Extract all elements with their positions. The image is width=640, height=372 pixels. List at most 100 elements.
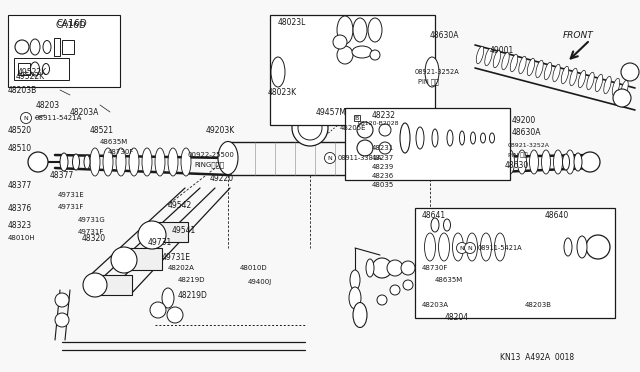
Text: 48236: 48236	[372, 173, 394, 179]
Text: N: N	[24, 115, 28, 121]
Ellipse shape	[612, 78, 620, 96]
Ellipse shape	[484, 48, 492, 66]
Text: KN13  A492A  0018: KN13 A492A 0018	[500, 353, 574, 362]
Circle shape	[333, 35, 347, 49]
Ellipse shape	[366, 259, 374, 277]
Ellipse shape	[218, 141, 238, 174]
Circle shape	[28, 152, 48, 172]
Text: 49200: 49200	[512, 115, 536, 125]
Circle shape	[387, 260, 403, 276]
Circle shape	[621, 63, 639, 81]
Text: 48630A: 48630A	[512, 128, 541, 137]
Text: RINGリング: RINGリング	[194, 162, 224, 168]
Text: 49522K: 49522K	[16, 71, 45, 80]
Text: 48635M: 48635M	[435, 277, 463, 283]
Bar	[345, 108, 510, 180]
Text: 49400J: 49400J	[248, 279, 272, 285]
Ellipse shape	[527, 58, 534, 76]
Text: 48205E: 48205E	[340, 125, 367, 131]
Text: 49731G: 49731G	[78, 217, 106, 223]
Circle shape	[401, 261, 415, 275]
Circle shape	[377, 295, 387, 305]
Text: 48203: 48203	[36, 100, 60, 109]
Text: N: N	[468, 246, 472, 250]
Ellipse shape	[490, 133, 495, 143]
Text: 49731E: 49731E	[58, 192, 84, 198]
Text: 48520: 48520	[8, 125, 32, 135]
Ellipse shape	[452, 233, 463, 261]
Ellipse shape	[481, 233, 492, 261]
Ellipse shape	[519, 56, 526, 74]
Circle shape	[324, 153, 335, 164]
Text: PIN ピン: PIN ピン	[508, 152, 528, 158]
Text: 48510: 48510	[8, 144, 32, 153]
Text: B: B	[355, 115, 359, 121]
Ellipse shape	[564, 238, 572, 256]
Text: 48219D: 48219D	[178, 277, 205, 283]
Text: 49522K: 49522K	[18, 67, 47, 77]
Text: 08911-5421A: 08911-5421A	[478, 245, 523, 251]
Text: 49220: 49220	[210, 173, 234, 183]
Ellipse shape	[493, 50, 500, 68]
Ellipse shape	[42, 64, 49, 74]
Text: 08911-5421A: 08911-5421A	[34, 115, 81, 121]
Ellipse shape	[536, 60, 543, 78]
Ellipse shape	[444, 219, 451, 231]
Text: 48202A: 48202A	[168, 265, 195, 271]
Ellipse shape	[72, 154, 79, 170]
Ellipse shape	[420, 141, 440, 174]
Ellipse shape	[574, 153, 582, 171]
Ellipse shape	[155, 148, 165, 176]
Circle shape	[55, 293, 69, 307]
Ellipse shape	[553, 64, 560, 82]
Circle shape	[613, 89, 631, 107]
Ellipse shape	[162, 288, 174, 308]
Bar	[18, 63, 30, 75]
Ellipse shape	[438, 233, 449, 261]
Ellipse shape	[168, 148, 178, 176]
Text: 48237: 48237	[372, 155, 394, 161]
Bar	[92, 275, 132, 295]
Ellipse shape	[518, 150, 527, 174]
Ellipse shape	[621, 80, 628, 98]
Bar	[14, 58, 69, 80]
Ellipse shape	[424, 233, 435, 261]
Text: 48203A: 48203A	[70, 108, 99, 116]
Circle shape	[111, 247, 137, 273]
Text: 49203K: 49203K	[206, 125, 236, 135]
Ellipse shape	[60, 153, 68, 171]
Ellipse shape	[544, 62, 552, 80]
Ellipse shape	[447, 130, 453, 146]
Ellipse shape	[416, 127, 424, 149]
Text: 48320: 48320	[82, 234, 106, 243]
Text: 49731: 49731	[148, 237, 172, 247]
Bar	[120, 248, 162, 270]
Ellipse shape	[460, 131, 465, 145]
Ellipse shape	[337, 16, 353, 44]
Text: CA16D: CA16D	[55, 20, 86, 29]
Ellipse shape	[510, 54, 518, 72]
Ellipse shape	[350, 270, 360, 290]
Ellipse shape	[425, 57, 439, 87]
Text: 48630: 48630	[505, 160, 529, 170]
Text: 48521: 48521	[90, 125, 114, 135]
Text: 48023K: 48023K	[268, 87, 297, 96]
Text: FRONT: FRONT	[563, 31, 593, 39]
Ellipse shape	[90, 148, 100, 176]
Text: 48035: 48035	[372, 182, 394, 188]
Ellipse shape	[142, 148, 152, 176]
Text: 48730F: 48730F	[422, 265, 449, 271]
Ellipse shape	[577, 236, 587, 258]
Ellipse shape	[129, 148, 139, 176]
Circle shape	[586, 235, 610, 259]
Ellipse shape	[400, 123, 410, 153]
Circle shape	[298, 116, 322, 140]
Text: PIN ピン: PIN ピン	[418, 79, 439, 85]
Ellipse shape	[271, 57, 285, 87]
Circle shape	[83, 273, 107, 297]
Ellipse shape	[566, 150, 575, 174]
Circle shape	[292, 110, 328, 146]
Circle shape	[357, 140, 373, 156]
Circle shape	[20, 112, 31, 124]
Ellipse shape	[30, 39, 40, 55]
